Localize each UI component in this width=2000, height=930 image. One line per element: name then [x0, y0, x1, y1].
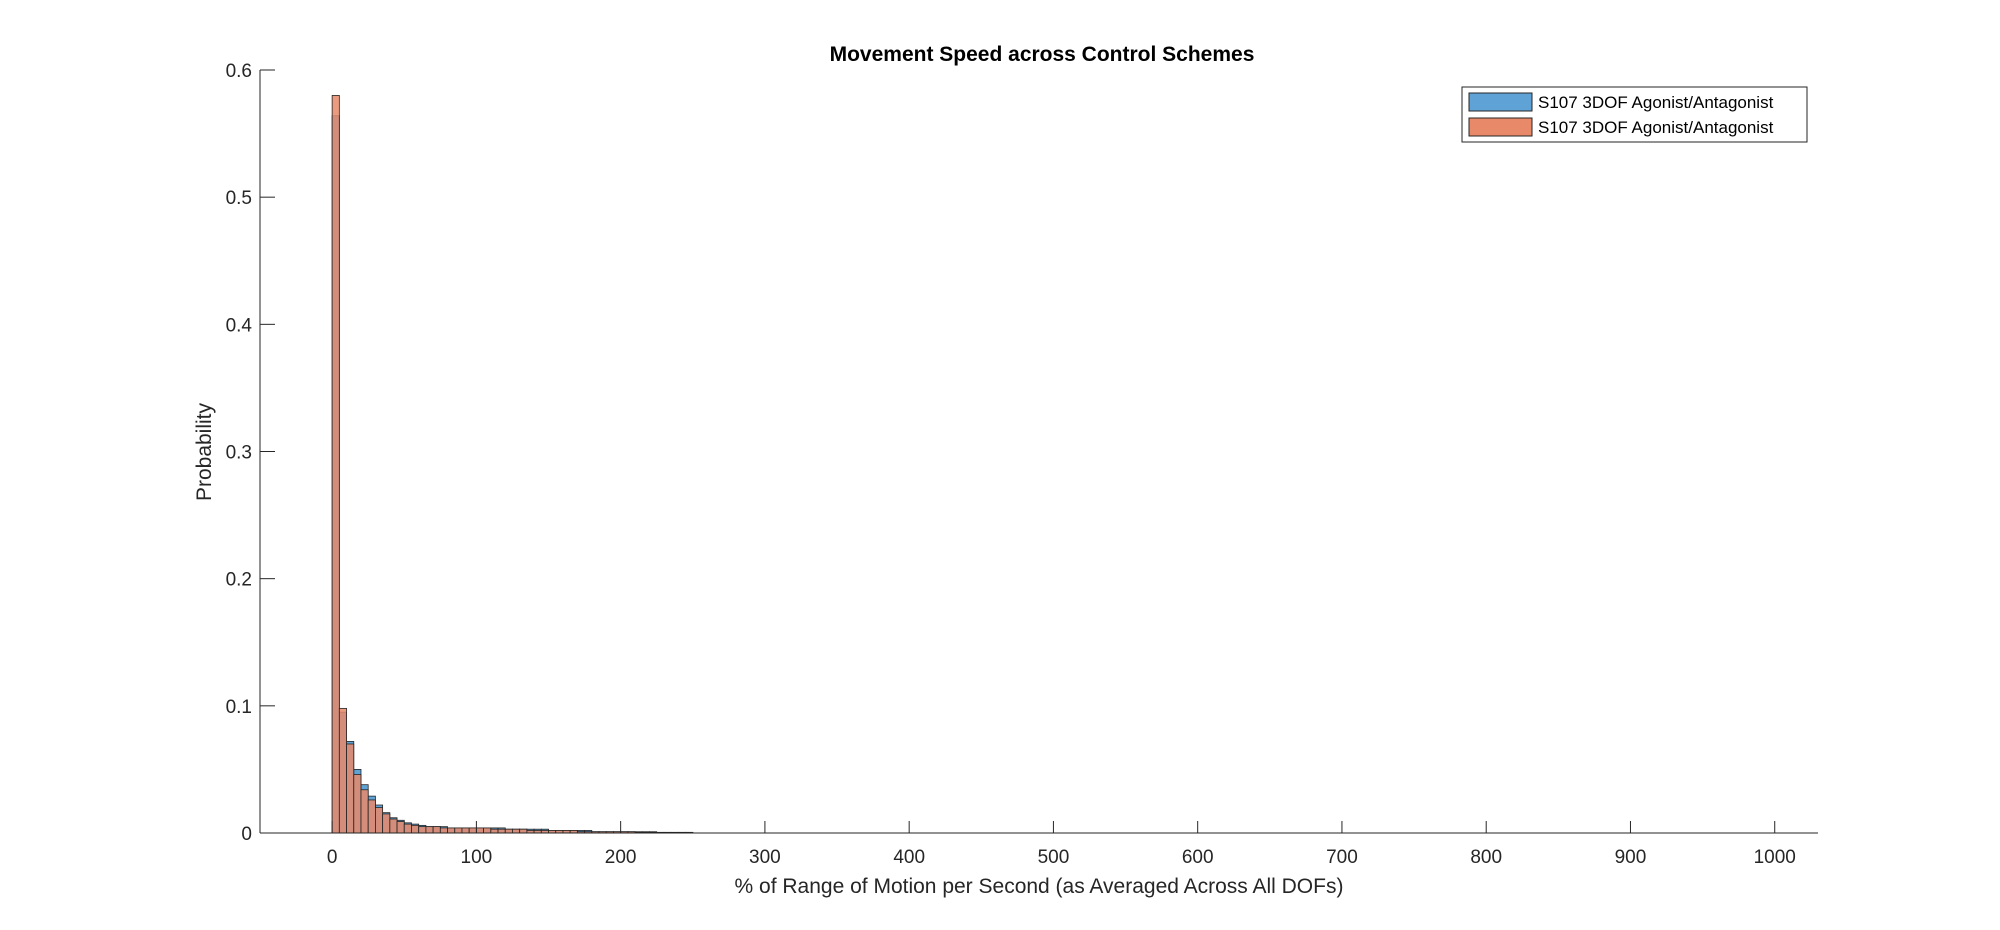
y-tick-label: 0 [241, 824, 252, 845]
histogram-bar-series-2 [504, 828, 513, 834]
y-tick-label: 0.2 [226, 570, 252, 591]
histogram-bar-series-2 [396, 821, 405, 834]
x-axis: 0 100 200 300 400 500 600 700 800 900 1000 [260, 821, 1818, 868]
x-tick-label: 1000 [1754, 847, 1796, 868]
y-tick-label: 0.4 [226, 315, 253, 336]
histogram-bar-series-2 [468, 827, 477, 834]
histogram-bar-series-2 [367, 799, 376, 834]
y-tick-label: 0.5 [226, 188, 252, 209]
y-axis: 0 0.1 0.2 0.3 0.4 0.5 0.6 [226, 61, 275, 845]
histogram-bar-series-2 [483, 827, 492, 834]
histogram-bar-series-2 [519, 828, 528, 834]
x-tick-label: 100 [461, 847, 493, 868]
legend-swatch-series-1 [1468, 92, 1533, 112]
y-axis-label: Probability [193, 402, 216, 501]
histogram-bar-series-2 [331, 95, 340, 834]
x-tick-label: 500 [1038, 847, 1070, 868]
series-2-bars [331, 95, 694, 834]
histogram-bar-series-2 [432, 826, 441, 834]
histogram-bar-series-2 [418, 826, 427, 834]
histogram-bar-series-2 [425, 826, 434, 834]
plot-area [331, 95, 694, 834]
histogram-bar-series-2 [447, 827, 456, 834]
histogram-bar-series-2 [512, 828, 521, 834]
histogram-bar-series-2 [346, 743, 355, 834]
x-axis-label: % of Range of Motion per Second (as Aver… [735, 875, 1344, 898]
histogram-bar-series-2 [338, 707, 347, 834]
x-tick-label: 800 [1470, 847, 1502, 868]
x-tick-label: 900 [1615, 847, 1647, 868]
legend-swatch-series-2 [1468, 117, 1533, 137]
y-tick-label: 0.1 [226, 697, 252, 718]
y-tick-label: 0.6 [226, 61, 252, 82]
legend: S107 3DOF Agonist/Antagonist S107 3DOF A… [1461, 86, 1808, 143]
histogram-bar-series-2 [389, 818, 398, 834]
x-tick-label: 400 [893, 847, 925, 868]
histogram-bar-series-2 [382, 813, 391, 834]
y-ticks: 0 0.1 0.2 0.3 0.4 0.5 0.6 [226, 61, 275, 845]
histogram-bar-series-2 [461, 827, 470, 834]
y-tick-label: 0.3 [226, 443, 252, 464]
histogram-bar-series-2 [475, 827, 485, 834]
x-tick-label: 600 [1182, 847, 1214, 868]
histogram-bar-series-2 [353, 774, 362, 834]
histogram-bar-series-2 [490, 828, 499, 834]
histogram-bar-series-2 [497, 828, 506, 834]
histogram-bar-series-2 [403, 823, 412, 834]
histogram-bar-series-2 [439, 827, 448, 834]
series-1-bars [331, 115, 694, 834]
x-ticks: 0 100 200 300 400 500 600 700 800 900 1000 [327, 821, 1796, 868]
x-tick-label: 700 [1326, 847, 1358, 868]
x-tick-label: 200 [605, 847, 637, 868]
x-tick-label: 300 [749, 847, 781, 868]
histogram-bar-series-2 [375, 807, 384, 834]
histogram-bar-series-2 [454, 827, 463, 834]
x-tick-label: 0 [327, 847, 338, 868]
histogram-bar-series-2 [411, 824, 420, 834]
legend-label-series-1: S107 3DOF Agonist/Antagonist [1538, 93, 1774, 112]
histogram-bar-series-2 [360, 789, 369, 834]
legend-label-series-2: S107 3DOF Agonist/Antagonist [1538, 118, 1774, 137]
chart-title: Movement Speed across Control Schemes [830, 43, 1255, 66]
